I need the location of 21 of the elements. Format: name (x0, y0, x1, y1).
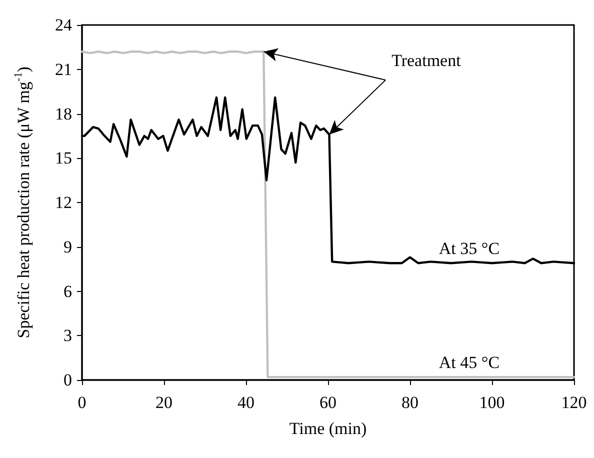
y-tick-label: 15 (55, 148, 72, 168)
y-tick-label: 12 (55, 193, 72, 212)
x-tick-label: 40 (238, 393, 254, 412)
x-tick-label: 100 (479, 393, 505, 412)
x-axis-title: Time (min) (289, 419, 367, 438)
y-tick-label: 0 (64, 370, 72, 390)
y-tick-label: 6 (64, 282, 72, 301)
series-label: At 45 °C (438, 353, 500, 372)
x-tick-label: 20 (156, 393, 172, 412)
annotation: Treatment (392, 51, 462, 70)
y-tick-label: 21 (55, 60, 72, 79)
y-tick-label: 3 (64, 326, 72, 346)
x-tick-label: 60 (320, 393, 336, 412)
series-label: At 35 °C (438, 239, 500, 258)
x-tick-label: 0 (78, 393, 86, 412)
y-tick-label: 24 (55, 16, 72, 34)
x-tick-label: 120 (561, 393, 587, 412)
y-tick-label: 18 (55, 104, 72, 124)
y-tick-label: 9 (64, 237, 72, 256)
y-axis-title: Specific heat production rate (μW mg-1) (12, 66, 33, 338)
x-tick-label: 80 (402, 393, 418, 412)
